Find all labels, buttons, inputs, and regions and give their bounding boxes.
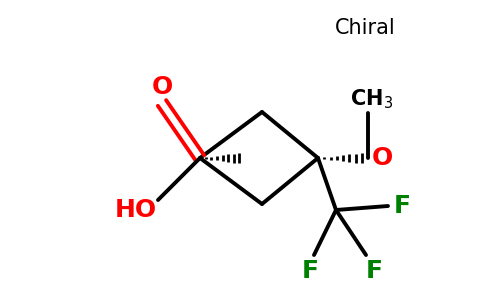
Text: O: O xyxy=(151,75,173,99)
Text: O: O xyxy=(371,146,393,170)
Text: F: F xyxy=(393,194,410,218)
Text: Chiral: Chiral xyxy=(334,18,395,38)
Text: F: F xyxy=(302,259,318,283)
Text: F: F xyxy=(365,259,382,283)
Text: HO: HO xyxy=(115,198,157,222)
Text: CH$_3$: CH$_3$ xyxy=(350,87,393,111)
